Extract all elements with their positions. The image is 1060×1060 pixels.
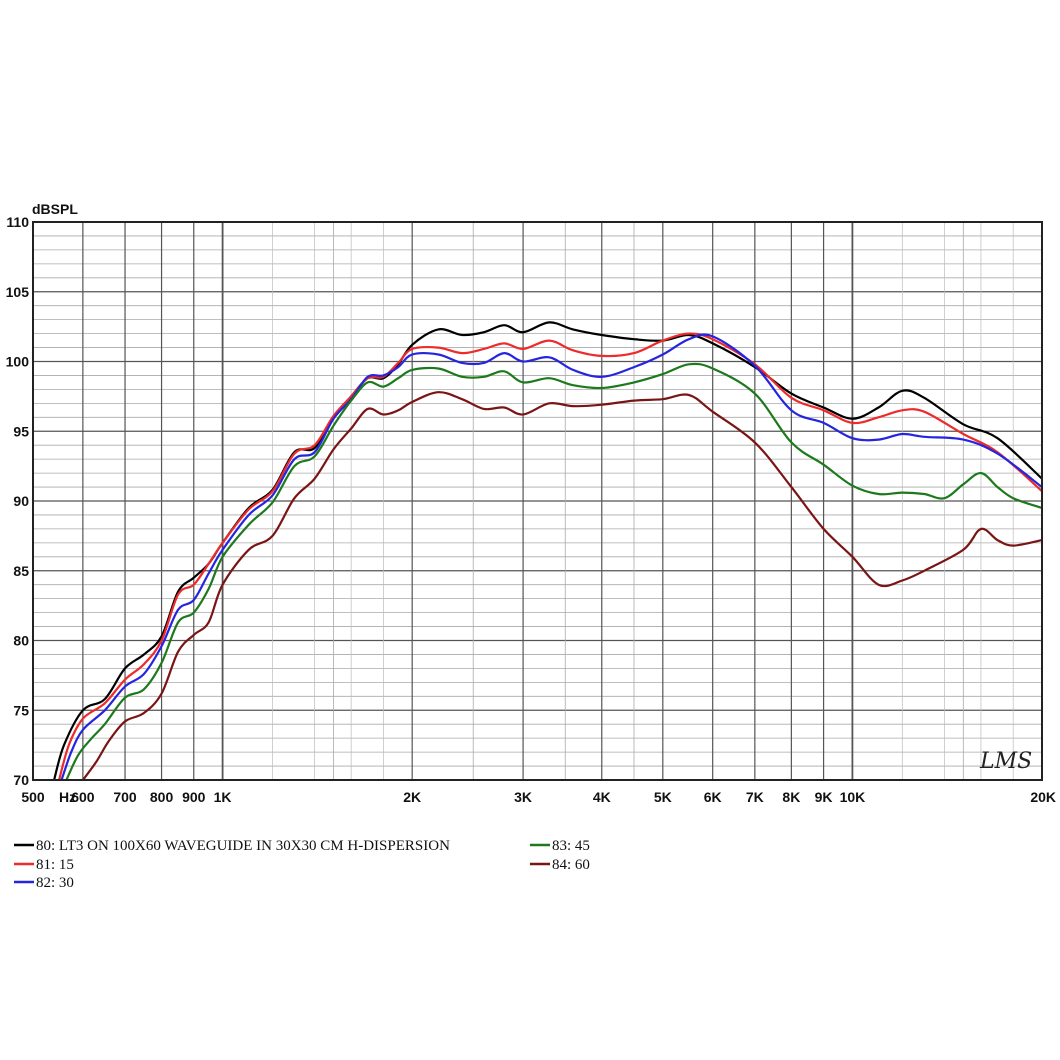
y-tick-label: 110 xyxy=(6,214,29,230)
y-tick-label: 90 xyxy=(13,493,29,509)
y-tick-label: 95 xyxy=(13,423,29,439)
legend-label: 84: 60 xyxy=(552,857,590,873)
y-tick-label: 80 xyxy=(13,633,29,649)
x-tick-label: 4K xyxy=(593,789,611,805)
x-tick-label: 7K xyxy=(746,789,764,805)
x-tick-label: 8K xyxy=(782,789,800,805)
x-tick-label: 2K xyxy=(403,789,421,805)
y-tick-label: 85 xyxy=(13,563,29,579)
y-tick-label: 100 xyxy=(6,354,30,370)
series-line-3 xyxy=(60,333,1043,781)
series-line-4 xyxy=(65,362,1043,781)
x-tick-label: 700 xyxy=(113,789,137,805)
x-tick-label: 6K xyxy=(704,789,722,805)
legend-label: 81: 15 xyxy=(36,857,74,873)
x-tick-label: 20K xyxy=(1030,789,1056,805)
x-tick-label: 9K xyxy=(815,789,833,805)
y-tick-label: 105 xyxy=(6,284,30,300)
legend-label: 83: 45 xyxy=(552,838,590,854)
grid xyxy=(32,221,1043,781)
y-tick-labels: 70 75 80 85 90 95 100 105 110 xyxy=(6,214,30,788)
x-tick-label: 3K xyxy=(514,789,532,805)
x-tick-label: 900 xyxy=(182,789,206,805)
y-tick-label: 75 xyxy=(13,702,29,718)
y-tick-label: 70 xyxy=(13,772,29,788)
x-tick-label: 600 xyxy=(71,789,95,805)
y-axis-label: dBSPL xyxy=(32,201,78,217)
series-line-1 xyxy=(53,321,1043,781)
legend-label: 80: LT3 ON 100X60 WAVEGUIDE IN 30X30 CM … xyxy=(36,838,450,854)
x-tick-label: 1K xyxy=(214,789,232,805)
series-line-5 xyxy=(82,391,1043,781)
plot-frame xyxy=(32,221,1043,781)
lms-watermark: LMS xyxy=(979,749,1032,774)
x-tick-label: 800 xyxy=(150,789,174,805)
x-unit-label: Hz xyxy=(59,789,76,805)
legend: 80: LT3 ON 100X60 WAVEGUIDE IN 30X30 CM … xyxy=(14,838,590,891)
legend-label: 82: 30 xyxy=(36,875,74,891)
x-tick-label: 500 xyxy=(21,789,45,805)
x-tick-label: 5K xyxy=(654,789,672,805)
series-line-2 xyxy=(58,332,1043,781)
series-lines xyxy=(53,321,1043,781)
x-tick-labels: 500 600 700 800 900 1K 2K 3K 4K 5K 6K 7K 8K 9K 10K 20K H… xyxy=(21,789,1056,805)
x-tick-label: 10K xyxy=(840,789,866,805)
